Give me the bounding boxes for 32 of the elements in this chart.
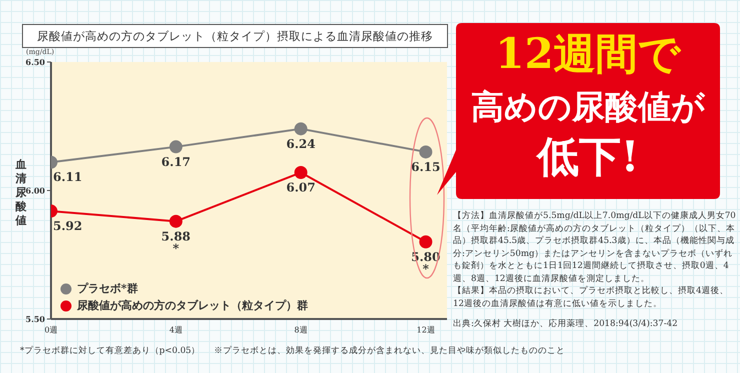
point <box>419 145 432 158</box>
legend-label: 尿酸値が高めの方のタブレット（粒タイプ）群 <box>77 298 308 314</box>
x-tick-label: 4週 <box>169 326 182 335</box>
data-label: 6.15 <box>411 160 440 174</box>
point <box>294 166 308 180</box>
text: 低下! <box>535 132 640 182</box>
source-note: 出典:久保村 大樹ほか、応用薬理、2018:94(3/4):37-42 <box>453 318 679 330</box>
y-axis-title: 血清尿酸値 <box>14 158 26 228</box>
text: *プラセボ群に対して有意差あり（p<0.05） <box>20 346 200 356</box>
y-tick-label: 6.00 <box>26 185 46 196</box>
text: 【結果】本品の摂取において、プラセボ摂取と比較し、摂取4週後、12週後の血清尿酸値は有意に低い値を示しました。 <box>453 285 730 310</box>
y-tick-label: 6.50 <box>26 56 46 67</box>
y-tick-label: 5.50 <box>26 314 46 324</box>
point <box>294 122 308 136</box>
point <box>169 214 182 228</box>
data-label: 6.17 <box>161 154 191 169</box>
text: 【方法】血清尿酸値が5.5mg/dL以上7.0mg/dL以下の健康成人男女70名（平均年齢:尿酸値が高めの方のタブレット（粒タイプ）（以下、本品）摂取群45.5歳、プラセボ摂取群45.3歳）に、本品（機能性関与成分:アンセリン50mg）またはアンセリンを含まないプラセボ（いずれも錠剤）を水とともに1日1回12週間継続して摂取させ、摂取0週、4週、8週、12週後に血清尿酸値を測定しました。 <box>453 210 737 285</box>
chart-title: 尿酸値が高めの方のタブレット（粒タイプ）摂取による血清尿酸値の推移 <box>22 24 448 48</box>
text: 12週間で <box>494 28 682 80</box>
data-label: 6.24 <box>286 136 316 151</box>
legend-label: プラセボ*群 <box>77 281 138 297</box>
x-tick-label: 8週 <box>294 326 308 335</box>
text: 高めの尿酸値が <box>470 86 706 128</box>
data-label: 6.07 <box>286 180 316 195</box>
text: ※プラセボとは、効果を発揮する成分が含まれない、見た目や味が類似したもののこと <box>214 346 566 356</box>
point <box>419 235 432 248</box>
x-tick-label: 12週 <box>416 326 435 335</box>
x-tick-label: 0週 <box>44 326 58 335</box>
data-label: 5.92 <box>53 219 82 234</box>
data-label: 6.11 <box>53 170 82 184</box>
data-label: 5.88 * <box>161 229 191 256</box>
point <box>169 140 182 154</box>
